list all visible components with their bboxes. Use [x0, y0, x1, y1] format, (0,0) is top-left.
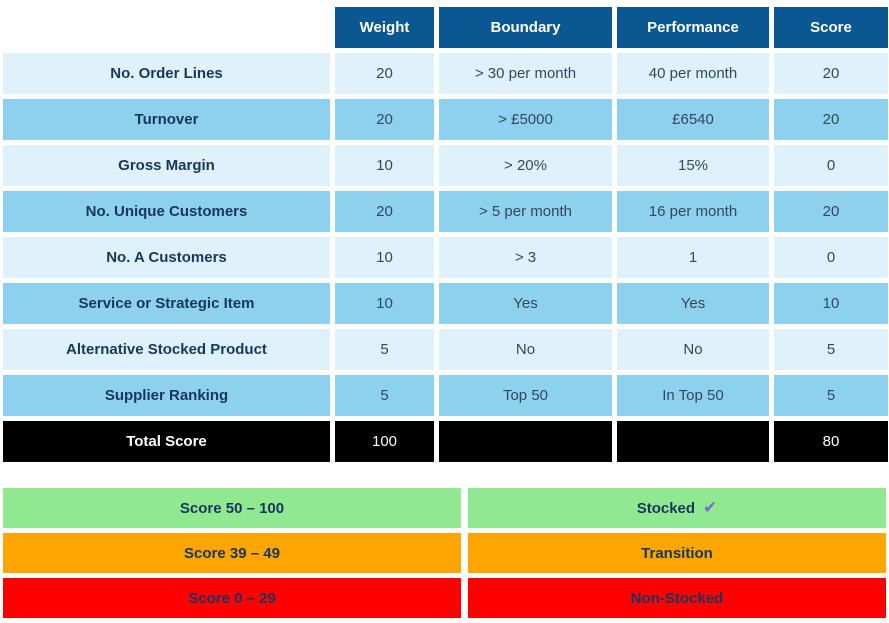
- cell-performance: 40 per month: [617, 53, 769, 94]
- cell-weight: 5: [335, 375, 434, 416]
- legend-status-label: Non-Stocked: [630, 589, 724, 607]
- cell-performance: In Top 50: [617, 375, 769, 416]
- cell-weight: 5: [335, 329, 434, 370]
- legend-status-stocked: Stocked ✔: [468, 488, 886, 528]
- cell-performance: £6540: [617, 99, 769, 140]
- cell-score: 20: [774, 53, 888, 94]
- cell-performance: 1: [617, 237, 769, 278]
- cell-performance: Yes: [617, 283, 769, 324]
- total-label: Total Score: [3, 421, 330, 462]
- legend-table: Score 50 – 100 Stocked ✔ Score 39 – 49 T…: [3, 488, 889, 618]
- row-label: Alternative Stocked Product: [3, 329, 330, 370]
- cell-weight: 20: [335, 99, 434, 140]
- cell-boundary: No: [439, 329, 612, 370]
- cell-boundary: > 30 per month: [439, 53, 612, 94]
- cell-score: 20: [774, 191, 888, 232]
- cell-boundary: > 5 per month: [439, 191, 612, 232]
- cell-score: 0: [774, 237, 888, 278]
- cell-weight: 10: [335, 283, 434, 324]
- row-label: Gross Margin: [3, 145, 330, 186]
- scoring-table: Weight Boundary Performance Score No. Or…: [3, 7, 889, 462]
- cell-performance: 15%: [617, 145, 769, 186]
- cell-boundary: > 20%: [439, 145, 612, 186]
- legend-range-nonstocked: Score 0 – 29: [3, 578, 461, 618]
- cell-score: 10: [774, 283, 888, 324]
- cell-score: 20: [774, 99, 888, 140]
- header-performance: Performance: [617, 7, 769, 48]
- total-boundary: [439, 421, 612, 462]
- legend-range-stocked: Score 50 – 100: [3, 488, 461, 528]
- header-weight: Weight: [335, 7, 434, 48]
- header-score: Score: [774, 7, 888, 48]
- cell-boundary: Yes: [439, 283, 612, 324]
- legend-status-transition: Transition: [468, 533, 886, 573]
- cell-weight: 10: [335, 145, 434, 186]
- header-blank: [3, 7, 330, 48]
- total-score: 80: [774, 421, 888, 462]
- cell-score: 0: [774, 145, 888, 186]
- legend-range-transition: Score 39 – 49: [3, 533, 461, 573]
- cell-boundary: Top 50: [439, 375, 612, 416]
- cell-weight: 20: [335, 53, 434, 94]
- row-label: No. Unique Customers: [3, 191, 330, 232]
- cell-weight: 10: [335, 237, 434, 278]
- legend-status-label: Transition: [641, 544, 713, 562]
- total-weight: 100: [335, 421, 434, 462]
- row-label: Turnover: [3, 99, 330, 140]
- row-label: Service or Strategic Item: [3, 283, 330, 324]
- cell-boundary: > 3: [439, 237, 612, 278]
- legend-status-label: Stocked: [636, 499, 696, 517]
- cell-boundary: > £5000: [439, 99, 612, 140]
- header-boundary: Boundary: [439, 7, 612, 48]
- row-label: No. Order Lines: [3, 53, 330, 94]
- check-icon: ✔: [703, 498, 718, 517]
- cell-performance: No: [617, 329, 769, 370]
- cell-performance: 16 per month: [617, 191, 769, 232]
- cell-score: 5: [774, 375, 888, 416]
- row-label: No. A Customers: [3, 237, 330, 278]
- cell-score: 5: [774, 329, 888, 370]
- total-performance: [617, 421, 769, 462]
- legend-status-nonstocked: Non-Stocked: [468, 578, 886, 618]
- cell-weight: 20: [335, 191, 434, 232]
- row-label: Supplier Ranking: [3, 375, 330, 416]
